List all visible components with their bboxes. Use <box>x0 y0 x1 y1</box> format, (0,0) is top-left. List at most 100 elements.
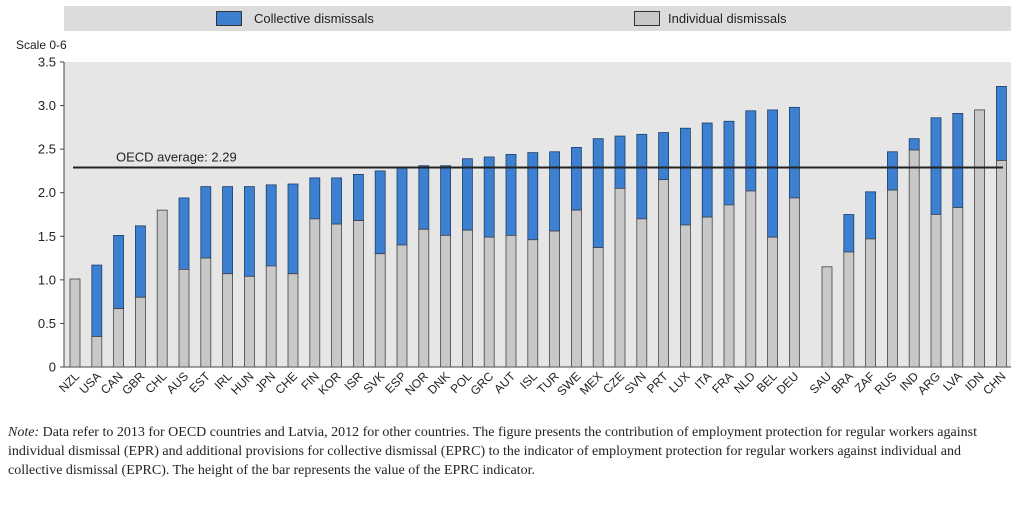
bar-collective-rus <box>887 151 898 191</box>
bar-collective-irl <box>222 186 234 275</box>
bar-individual-nor <box>418 228 430 368</box>
figure-note: Note: Data refer to 2013 for OECD countr… <box>8 423 1016 480</box>
x-tick-label-svk: SVK <box>360 369 387 396</box>
note-text: Data refer to 2013 for OECD countries an… <box>8 425 977 478</box>
bar-individual-gbr <box>134 296 146 368</box>
x-tick-label-lva: LVA <box>940 369 965 394</box>
bar-individual-aus <box>178 268 190 368</box>
x-tick-label-grc: GRC <box>468 369 497 398</box>
bar-collective-prt <box>658 132 669 181</box>
bar-individual-can <box>113 308 124 368</box>
bar-collective-deu <box>789 106 800 199</box>
bar-individual-dnk <box>440 235 452 368</box>
bar-individual-che <box>287 273 299 368</box>
x-tick-label-chl: CHL <box>142 369 169 396</box>
x-tick-label-svn: SVN <box>622 369 649 396</box>
bar-individual-deu <box>789 197 800 368</box>
bar-individual-swe <box>571 209 582 368</box>
y-tick-label: 2.5 <box>38 142 56 157</box>
x-tick-label-kor: KOR <box>315 369 344 398</box>
x-tick-label-jpn: JPN <box>252 369 278 395</box>
x-axis-labels: NZLUSACANGBRCHLAUSESTIRLHUNJPNCHEFINKORI… <box>56 369 1008 399</box>
bar-individual-sau <box>821 266 833 368</box>
bar-individual-ita <box>701 216 713 368</box>
bar-collective-bra <box>843 214 855 253</box>
bar-individual-irl <box>222 273 234 368</box>
x-tick-label-bra: BRA <box>829 369 856 396</box>
x-tick-label-gbr: GBR <box>119 369 148 398</box>
bar-individual-fin <box>309 218 321 368</box>
bar-individual-idn <box>974 109 985 368</box>
bar-collective-nld <box>745 110 757 192</box>
bar-collective-pol <box>461 158 473 231</box>
x-tick-label-usa: USA <box>77 369 104 396</box>
bar-individual-aut <box>505 235 517 368</box>
bar-individual-ind <box>908 149 920 368</box>
legend-individual-label: Individual dismissals <box>668 11 787 26</box>
bar-collective-zaf <box>865 191 876 240</box>
x-tick-label-zaf: ZAF <box>852 369 878 395</box>
bar-individual-jpn <box>265 265 277 368</box>
bar-collective-lva <box>952 113 964 208</box>
x-tick-label-arg: ARG <box>915 369 943 397</box>
bar-collective-nor <box>418 165 430 230</box>
bar-collective-chn <box>996 86 1007 161</box>
bar-collective-kor <box>331 177 343 225</box>
bar-individual-rus <box>887 189 898 368</box>
y-tick-label: 3.5 <box>38 55 56 70</box>
bar-collective-grc <box>483 156 495 238</box>
bar-collective-isr <box>352 174 364 222</box>
bar-collective-ind <box>908 138 920 151</box>
x-tick-label-nld: NLD <box>731 369 758 396</box>
bar-individual-lva <box>952 207 964 368</box>
eprc-bar-chart: 00.51.01.52.02.53.03.5 NZLUSACANGBRCHLAU… <box>38 55 1011 399</box>
x-tick-label-chn: CHN <box>980 369 1008 397</box>
bar-collective-cze <box>614 135 626 189</box>
bar-individual-zaf <box>865 238 876 368</box>
x-tick-label-mex: MEX <box>577 369 605 397</box>
bar-collective-usa <box>91 264 103 337</box>
y-scale-label: Scale 0-6 <box>16 38 67 52</box>
bar-collective-lux <box>680 127 691 226</box>
bar-collective-ita <box>701 122 713 218</box>
bar-individual-svn <box>636 218 648 368</box>
x-tick-label-che: CHE <box>272 369 300 397</box>
y-tick-label: 0.5 <box>38 316 56 331</box>
x-tick-label-fra: FRA <box>709 369 736 396</box>
bar-individual-isl <box>527 239 539 368</box>
x-tick-label-deu: DEU <box>774 369 802 397</box>
x-tick-label-cze: CZE <box>600 369 627 396</box>
bars <box>69 86 1007 368</box>
y-tick-label: 1.0 <box>38 272 56 287</box>
bar-collective-bel <box>767 109 778 238</box>
bar-collective-est <box>200 186 212 259</box>
bar-collective-arg <box>930 117 942 215</box>
y-tick-label: 3.0 <box>38 98 56 113</box>
bar-individual-isr <box>352 220 364 368</box>
bar-collective-esp <box>396 167 408 246</box>
bar-collective-isl <box>527 152 539 241</box>
collective-swatch <box>216 11 242 26</box>
bar-individual-bra <box>843 251 855 368</box>
bar-collective-mex <box>592 138 604 249</box>
bar-individual-mex <box>592 247 604 368</box>
x-tick-label-lux: LUX <box>666 369 692 395</box>
bar-collective-gbr <box>134 225 146 298</box>
y-tick-label: 2.0 <box>38 185 56 200</box>
bar-individual-chl <box>156 209 168 368</box>
y-tick-label: 0 <box>49 360 56 375</box>
bar-collective-fra <box>723 120 735 206</box>
x-tick-label-nor: NOR <box>402 369 431 398</box>
individual-swatch <box>634 11 660 26</box>
bar-collective-hun <box>243 186 255 277</box>
x-tick-label-aus: AUS <box>164 369 191 396</box>
bar-collective-fin <box>309 177 321 220</box>
x-tick-label-sau: SAU <box>807 369 834 396</box>
bar-individual-tur <box>549 230 560 368</box>
bar-collective-jpn <box>265 184 277 267</box>
note-prefix: Note: <box>8 425 40 440</box>
bar-individual-grc <box>483 236 495 368</box>
bar-individual-lux <box>680 224 691 368</box>
bar-individual-prt <box>658 179 669 368</box>
bar-collective-swe <box>571 146 582 211</box>
